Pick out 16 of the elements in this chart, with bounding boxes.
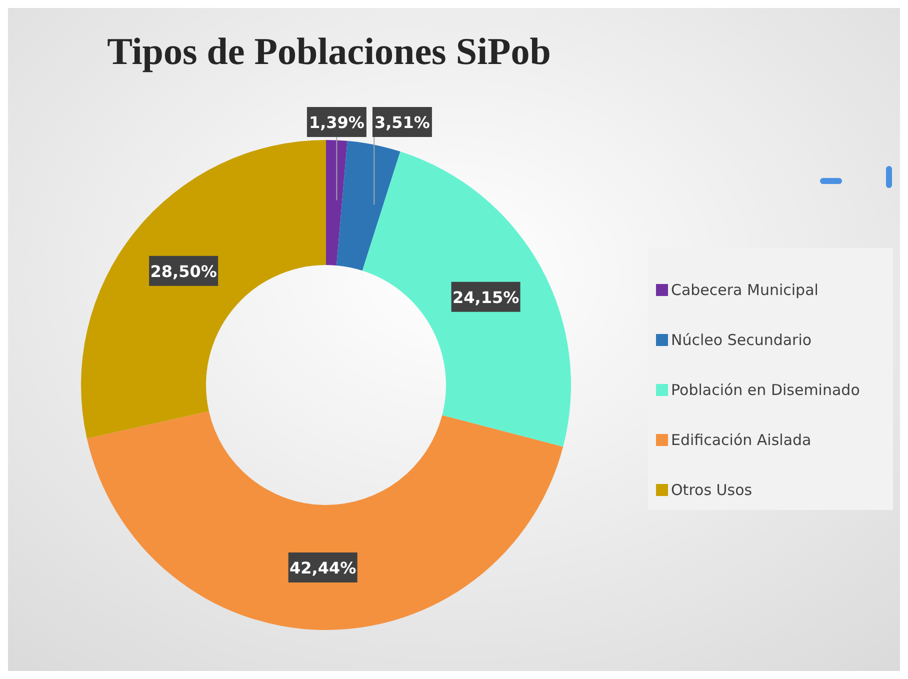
legend-label: Población en Diseminado (671, 381, 860, 399)
data-label: 1,39% (308, 113, 364, 132)
data-label: 42,44% (290, 558, 356, 578)
legend-label: Otros Usos (671, 481, 752, 499)
donut-slice (362, 152, 571, 447)
legend-label: Cabecera Municipal (671, 281, 818, 299)
data-label: 28,50% (150, 262, 217, 281)
donut-slice (81, 140, 326, 438)
data-label: 24,15% (452, 288, 520, 307)
legend-label: Edificación Aislada (671, 431, 812, 449)
donut-slice (336, 140, 400, 271)
chart-title: Tipos de Poblaciones SiPob (107, 31, 551, 73)
donut-slice (326, 140, 348, 266)
data-label: 3,51% (374, 113, 430, 132)
legend-label: Núcleo Secundario (671, 331, 812, 349)
donut-slice (86, 411, 564, 630)
